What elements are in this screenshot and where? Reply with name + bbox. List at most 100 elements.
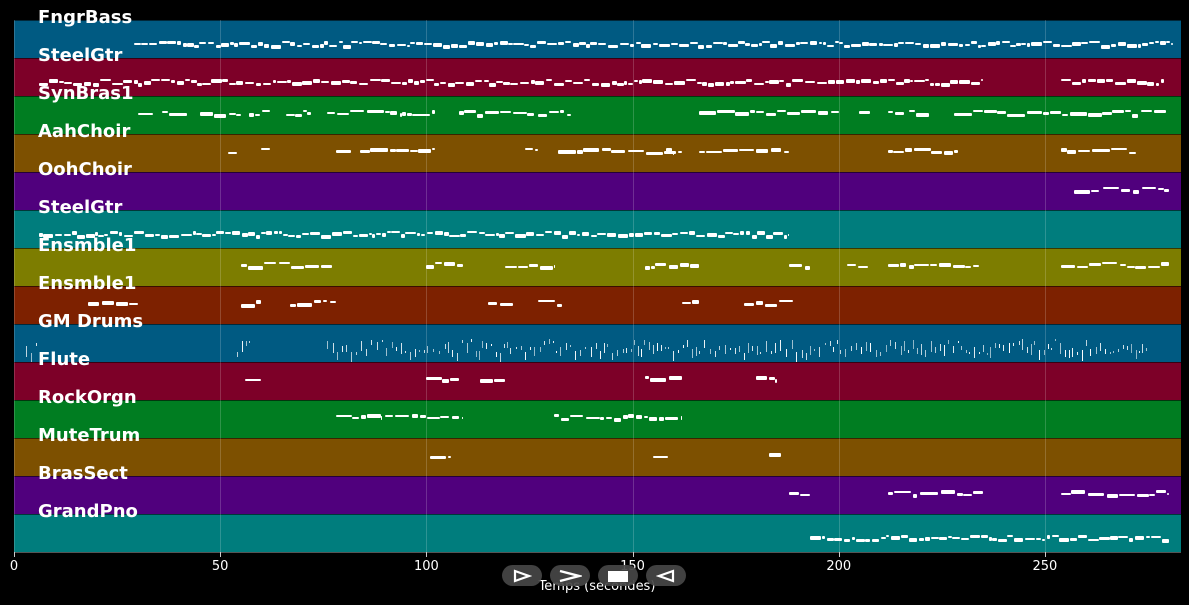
note xyxy=(698,111,717,116)
note xyxy=(123,235,134,237)
note xyxy=(668,376,683,381)
x-tick-label: 250 xyxy=(1032,559,1058,574)
note xyxy=(600,82,611,87)
track-lane xyxy=(14,362,1181,400)
note xyxy=(451,415,459,419)
note xyxy=(584,78,591,81)
note xyxy=(561,234,569,239)
note xyxy=(818,41,822,44)
drum-hit xyxy=(1113,350,1115,353)
note xyxy=(565,79,573,82)
drum-hit xyxy=(725,345,727,355)
drum-hit xyxy=(944,345,946,357)
fast-forward-button[interactable] xyxy=(550,565,590,586)
note xyxy=(865,539,870,543)
stop-button[interactable] xyxy=(598,565,638,586)
note xyxy=(380,42,388,45)
note xyxy=(406,113,412,117)
note xyxy=(634,79,638,82)
note xyxy=(512,43,524,46)
note xyxy=(766,235,773,240)
note xyxy=(332,232,342,237)
note xyxy=(1102,186,1119,189)
note xyxy=(950,79,959,84)
drum-hit xyxy=(400,343,402,355)
note xyxy=(295,234,302,238)
note xyxy=(248,231,255,236)
note xyxy=(539,266,554,271)
note xyxy=(569,231,577,236)
note xyxy=(405,232,416,235)
note xyxy=(561,418,570,422)
note xyxy=(290,42,296,47)
note xyxy=(959,80,971,85)
note xyxy=(401,111,406,116)
drum-hit xyxy=(466,342,468,353)
note xyxy=(420,415,426,419)
note xyxy=(712,42,723,45)
drum-hit xyxy=(1033,341,1035,346)
note xyxy=(1114,81,1126,85)
note xyxy=(343,230,353,234)
note xyxy=(192,231,196,236)
drum-hit xyxy=(649,341,651,350)
note xyxy=(653,231,661,235)
note xyxy=(981,45,987,48)
note xyxy=(1081,41,1088,44)
note xyxy=(335,150,352,154)
drum-hit xyxy=(507,341,509,348)
note xyxy=(671,233,679,236)
drum-hit xyxy=(1043,349,1045,355)
note xyxy=(1091,148,1110,152)
note xyxy=(643,415,649,418)
note xyxy=(426,264,434,269)
x-tick-mark xyxy=(632,552,634,557)
x-tick-mark xyxy=(14,552,15,557)
note xyxy=(463,110,476,114)
note xyxy=(745,78,753,82)
drum-hit xyxy=(983,344,985,352)
note xyxy=(391,231,401,234)
note xyxy=(1020,42,1026,45)
note xyxy=(38,83,49,87)
note xyxy=(931,151,943,155)
rewind-button[interactable] xyxy=(646,565,686,586)
drum-hit xyxy=(786,349,788,358)
note xyxy=(394,415,410,418)
note xyxy=(1155,82,1160,86)
drum-hit xyxy=(30,352,32,363)
drum-hit xyxy=(565,343,567,351)
note xyxy=(442,379,449,384)
note xyxy=(519,81,530,84)
drum-hit xyxy=(644,339,646,345)
track-lane xyxy=(14,96,1181,134)
note xyxy=(479,379,493,384)
note xyxy=(558,149,576,154)
note xyxy=(804,266,810,271)
note xyxy=(199,42,207,45)
note xyxy=(954,112,972,116)
note xyxy=(894,42,898,47)
drum-hit xyxy=(1095,346,1097,354)
note xyxy=(302,233,310,236)
note xyxy=(723,42,727,46)
drum-hit xyxy=(978,351,980,354)
note xyxy=(98,235,104,238)
drum-hit xyxy=(418,350,420,353)
play-button[interactable] xyxy=(502,565,542,586)
note xyxy=(1076,266,1089,269)
note xyxy=(524,43,529,46)
note xyxy=(756,376,768,381)
note xyxy=(973,110,983,113)
note xyxy=(290,304,296,308)
note xyxy=(1061,493,1071,496)
drum-hit xyxy=(668,346,670,349)
note xyxy=(368,233,372,236)
note xyxy=(896,82,905,86)
note xyxy=(450,44,458,48)
note xyxy=(904,79,910,84)
note xyxy=(960,537,970,540)
note xyxy=(843,539,851,543)
playback-controls xyxy=(502,565,686,587)
note xyxy=(258,41,264,46)
